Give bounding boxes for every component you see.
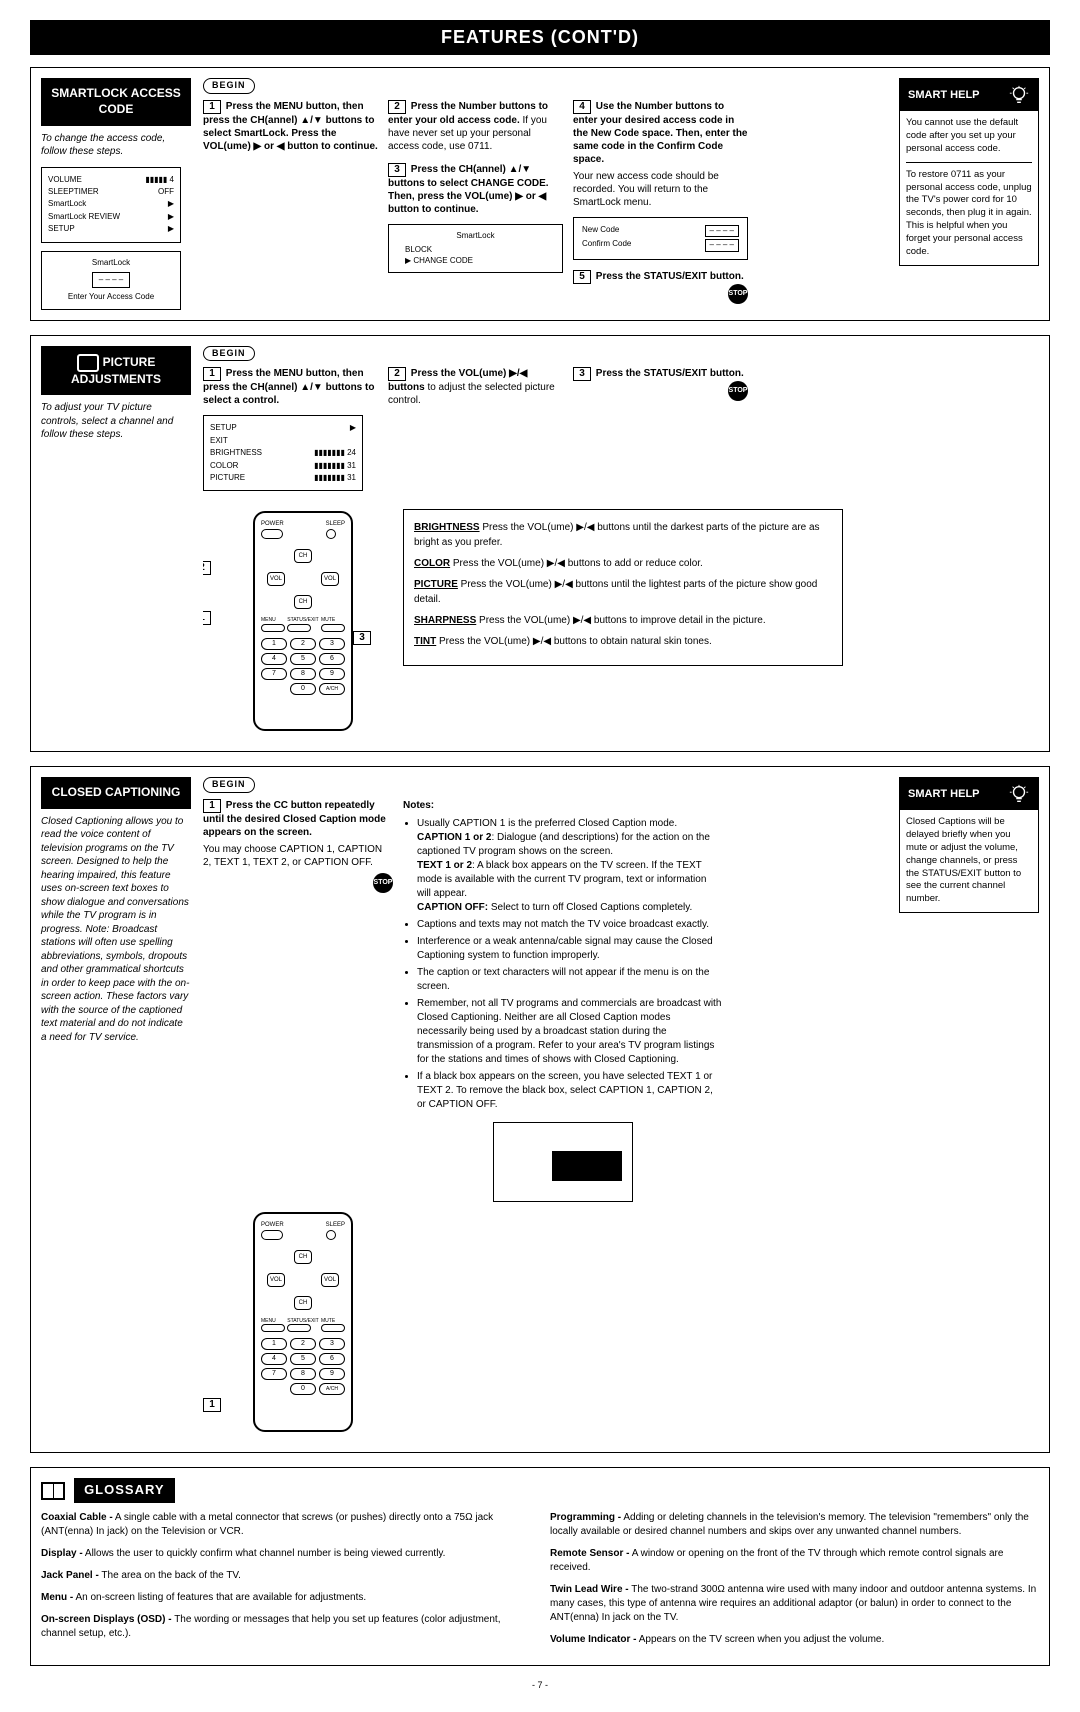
lightbulb-icon — [1008, 783, 1030, 805]
cc-help-text: Closed Captions will be delayed briefly … — [900, 810, 1038, 912]
glossary-col-right: Programming - Adding or deleting channel… — [550, 1511, 1039, 1655]
step-number-icon: 5 — [573, 270, 591, 284]
callout-3: 3 — [353, 631, 371, 645]
osd-picture-menu: SETUP▶ EXIT BRIGHTNESS▮▮▮▮▮▮▮ 24 COLOR▮▮… — [203, 415, 363, 491]
stop-icon: STOP — [728, 381, 748, 401]
list-item: Interference or a weak antenna/cable sig… — [417, 935, 723, 963]
picture-title: PICTURE ADJUSTMENTS — [41, 346, 191, 396]
cc-desc: Closed Captioning allows you to read the… — [41, 815, 191, 1045]
begin-label: BEGIN — [203, 777, 255, 793]
dpad: CH CH VOL VOL — [273, 549, 333, 609]
tv-icon — [77, 354, 99, 372]
step-4: 4 Use the Number buttons to enter your d… — [573, 100, 748, 304]
list-item: The caption or text characters will not … — [417, 966, 723, 994]
picture-sidebar: PICTURE ADJUSTMENTS To adjust your TV pi… — [41, 346, 191, 442]
step-number-icon: 1 — [203, 799, 221, 813]
adjustments-box: BRIGHTNESS Press the VOL(ume) ▶/◀ button… — [403, 509, 843, 666]
list-item: If a black box appears on the screen, yo… — [417, 1070, 723, 1112]
glossary-col-left: Coaxial Cable - A single cable with a me… — [41, 1511, 530, 1655]
remote-diagram: POWER SLEEP CH CH VOL VOL MENU STATUS/EX… — [253, 511, 353, 731]
step-number-icon: 2 — [388, 367, 406, 381]
remote-diagram: POWER SLEEP CH CH VOL VOL MENU STATUS/EX… — [253, 1212, 353, 1432]
smartlock-title: SMARTLOCK ACCESS CODE — [41, 78, 191, 125]
book-icon — [41, 1482, 65, 1500]
picture-desc: To adjust your TV picture controls, sele… — [41, 401, 191, 442]
glossary-title: GLOSSARY — [74, 1478, 174, 1503]
cc-title: CLOSED CAPTIONING — [41, 777, 191, 809]
smartlock-help: SMART HELP You cannot use the default co… — [899, 78, 1039, 265]
stop-icon: STOP — [728, 284, 748, 304]
tv-screen-diagram — [493, 1122, 633, 1202]
cc-notes: Notes: Usually CAPTION 1 is the preferre… — [403, 799, 723, 1202]
step-number-icon: 1 — [203, 100, 221, 114]
osd-new-code: New Code– – – – Confirm Code– – – – — [573, 217, 748, 260]
step-2: 2 Press the Number buttons to enter your… — [388, 100, 563, 273]
page-title: FEATURES (CONT'D) — [30, 20, 1050, 55]
smart-help-title: SMART HELP — [908, 88, 980, 102]
step-1: 1 Press the MENU button, then press the … — [203, 100, 378, 153]
list-item: Usually CAPTION 1 is the preferred Close… — [417, 817, 723, 915]
osd-access-code: SmartLock – – – – Enter Your Access Code — [41, 251, 181, 310]
page-number: - 7 - — [30, 1680, 1050, 1692]
number-pad: 1 2 3 4 5 6 7 8 9 0 A/CH — [261, 638, 345, 695]
step-number-icon: 1 — [203, 367, 221, 381]
step-number-icon: 3 — [573, 367, 591, 381]
step-number-icon: 3 — [388, 163, 406, 177]
osd-change-code: SmartLock BLOCK ▶ CHANGE CODE — [388, 224, 563, 273]
help-text-1: You cannot use the default code after yo… — [906, 117, 1032, 155]
list-item: Remember, not all TV programs and commer… — [417, 997, 723, 1067]
cc-sidebar: CLOSED CAPTIONING Closed Captioning allo… — [41, 777, 191, 1044]
help-text-2: To restore 0711 as your personal access … — [906, 169, 1032, 259]
smart-help-title: SMART HELP — [908, 787, 980, 801]
section-smartlock: SMARTLOCK ACCESS CODE To change the acce… — [30, 67, 1050, 320]
black-box — [552, 1151, 622, 1181]
section-picture: PICTURE ADJUSTMENTS To adjust your TV pi… — [30, 335, 1050, 753]
step-2: 2 Press the VOL(ume) ▶/◀ buttons to adju… — [388, 367, 563, 407]
lightbulb-icon — [1008, 84, 1030, 106]
osd-menu1: VOLUME▮▮▮▮▮ 4 SLEEPTIMEROFF SmartLock▶ S… — [41, 167, 181, 243]
stop-icon: STOP — [373, 873, 393, 893]
number-pad: 1 2 3 4 5 6 7 8 9 0 A/CH — [261, 1338, 345, 1395]
section-cc: CLOSED CAPTIONING Closed Captioning allo… — [30, 766, 1050, 1453]
step-1: 1 Press the MENU button, then press the … — [203, 367, 378, 491]
list-item: Captions and texts may not match the TV … — [417, 918, 723, 932]
step-3: 3 Press the STATUS/EXIT button. STOP — [573, 367, 748, 401]
smartlock-sidebar: SMARTLOCK ACCESS CODE To change the acce… — [41, 78, 191, 309]
step-number-icon: 2 — [388, 100, 406, 114]
callout-1: 1 — [203, 1398, 221, 1412]
step-number-icon: 4 — [573, 100, 591, 114]
dpad: CH CH VOL VOL — [273, 1250, 333, 1310]
step-1: 1 Press the CC button repeatedly until t… — [203, 799, 393, 893]
callout-2: 2 — [203, 561, 211, 575]
section-glossary: GLOSSARY Coaxial Cable - A single cable … — [30, 1467, 1050, 1666]
begin-label: BEGIN — [203, 346, 255, 362]
smartlock-desc: To change the access code, follow these … — [41, 132, 191, 159]
cc-help: SMART HELP Closed Captions will be delay… — [899, 777, 1039, 913]
callout-1: 1 — [203, 611, 211, 625]
begin-label: BEGIN — [203, 78, 255, 94]
